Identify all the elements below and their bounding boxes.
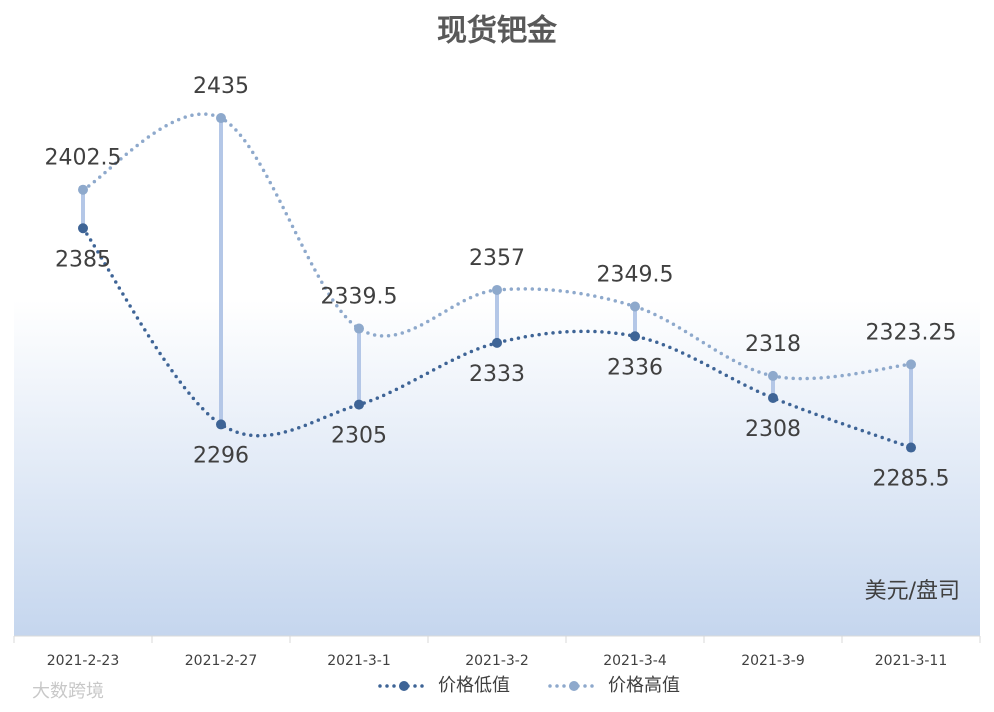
data-point (906, 359, 916, 370)
chart-title: 现货钯金 (437, 14, 558, 49)
data-point (492, 284, 502, 295)
x-tick-label: 2021-3-9 (741, 653, 805, 669)
x-tick-label: 2021-3-4 (603, 653, 667, 669)
legend-label: 价格低值 (438, 675, 510, 696)
x-tick-label: 2021-3-1 (327, 653, 391, 669)
data-label: 2349.5 (597, 263, 674, 288)
data-label: 2333 (469, 362, 525, 387)
data-point (492, 337, 502, 348)
data-label: 2323.25 (866, 320, 957, 345)
plot-background (14, 300, 980, 636)
data-label: 2402.5 (45, 146, 122, 171)
data-label: 2339.5 (321, 285, 398, 310)
data-label: 2385 (55, 247, 111, 272)
data-label: 2318 (745, 332, 801, 357)
data-point (630, 331, 640, 342)
data-label: 2305 (331, 424, 387, 449)
data-point (906, 442, 916, 453)
legend-marker (399, 681, 409, 691)
data-point (768, 392, 778, 403)
data-label: 2308 (745, 417, 801, 442)
data-label: 2296 (193, 443, 249, 468)
x-tick-label: 2021-2-23 (47, 653, 119, 669)
data-point (78, 223, 88, 234)
watermark: 大数跨境 (32, 681, 104, 702)
legend-marker (569, 681, 579, 691)
unit-label: 美元/盘司 (865, 579, 960, 604)
x-tick-label: 2021-2-27 (185, 653, 257, 669)
data-point (78, 184, 88, 195)
data-label: 2357 (469, 246, 525, 271)
data-label: 2435 (193, 74, 249, 99)
data-point (630, 301, 640, 312)
data-point (354, 399, 364, 410)
data-point (216, 113, 226, 124)
data-point (354, 323, 364, 334)
data-point (216, 419, 226, 430)
data-point (768, 370, 778, 381)
data-label: 2285.5 (873, 467, 950, 492)
x-tick-label: 2021-3-11 (875, 653, 947, 669)
legend-label: 价格高值 (608, 675, 680, 696)
data-label: 2336 (607, 355, 663, 380)
x-tick-label: 2021-3-2 (465, 653, 529, 669)
